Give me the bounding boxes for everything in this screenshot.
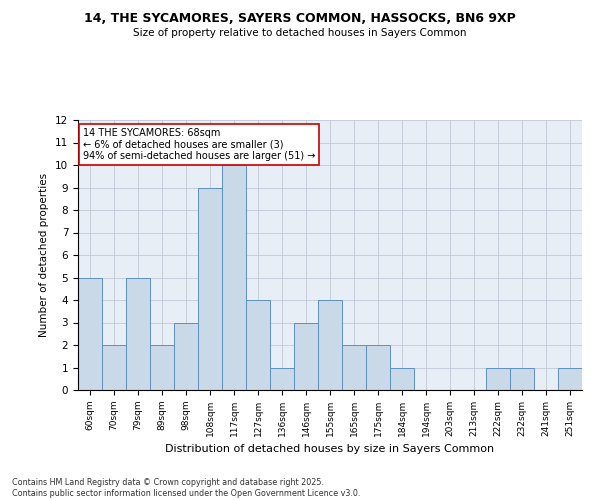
Bar: [558, 368, 582, 390]
Bar: [150, 345, 174, 390]
Bar: [222, 165, 246, 390]
Bar: [366, 345, 390, 390]
Bar: [102, 345, 126, 390]
Bar: [486, 368, 510, 390]
Bar: [318, 300, 342, 390]
Y-axis label: Number of detached properties: Number of detached properties: [40, 173, 49, 337]
Text: 14 THE SYCAMORES: 68sqm
← 6% of detached houses are smaller (3)
94% of semi-deta: 14 THE SYCAMORES: 68sqm ← 6% of detached…: [83, 128, 316, 162]
Bar: [510, 368, 534, 390]
Bar: [198, 188, 222, 390]
Bar: [342, 345, 366, 390]
Text: 14, THE SYCAMORES, SAYERS COMMON, HASSOCKS, BN6 9XP: 14, THE SYCAMORES, SAYERS COMMON, HASSOC…: [84, 12, 516, 26]
Bar: [246, 300, 270, 390]
Bar: [174, 322, 198, 390]
X-axis label: Distribution of detached houses by size in Sayers Common: Distribution of detached houses by size …: [166, 444, 494, 454]
Bar: [78, 278, 102, 390]
Bar: [126, 278, 150, 390]
Bar: [270, 368, 294, 390]
Bar: [390, 368, 414, 390]
Text: Contains HM Land Registry data © Crown copyright and database right 2025.
Contai: Contains HM Land Registry data © Crown c…: [12, 478, 361, 498]
Text: Size of property relative to detached houses in Sayers Common: Size of property relative to detached ho…: [133, 28, 467, 38]
Bar: [294, 322, 318, 390]
